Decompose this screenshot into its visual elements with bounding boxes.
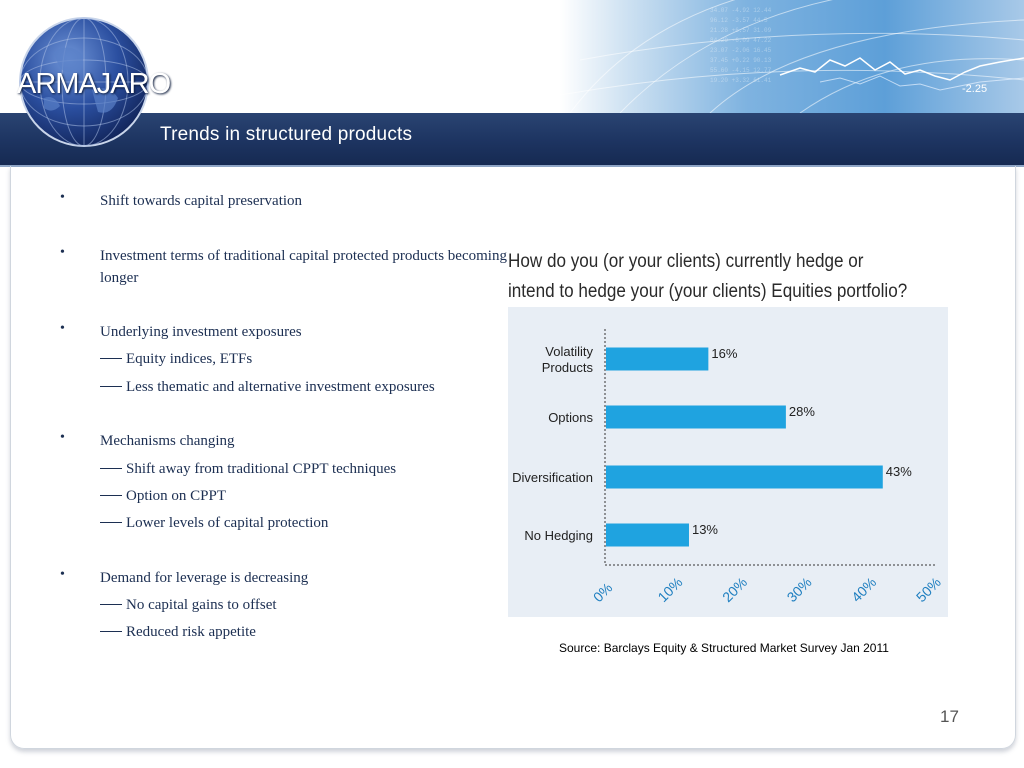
dash-marker <box>100 631 122 633</box>
sub-bullet-text: Equity indices, ETFs <box>126 351 253 367</box>
x-tick-label: 30% <box>784 574 815 605</box>
sub-bullet-item: Lower levels of capital protection <box>100 512 520 534</box>
sub-bullet-item: Less thematic and alternative investment… <box>100 376 520 398</box>
globe-logo-icon <box>19 17 149 147</box>
svg-text:96.12 -3.57 44.5: 96.12 -3.57 44.5 <box>710 17 768 24</box>
bullet-marker: • <box>60 567 65 582</box>
content-frame <box>10 166 1016 749</box>
data-label: 13% <box>692 522 718 537</box>
bar <box>606 347 709 371</box>
bullet-text: Mechanisms changing <box>100 433 235 449</box>
bullet-marker: • <box>60 430 65 445</box>
data-label: 28% <box>789 404 815 419</box>
bullet-text: Underlying investment exposures <box>100 324 302 340</box>
svg-text:84.29 -6.09 47.22: 84.29 -6.09 47.22 <box>710 37 772 44</box>
bullet-marker: • <box>60 190 65 205</box>
svg-text:19.20 +3.32 61.41: 19.20 +3.32 61.41 <box>710 77 772 84</box>
chart-panel: Volatility Products 16% Options 28% Diversifi… <box>508 307 948 617</box>
svg-text:21.28 +6.57 31.09: 21.28 +6.57 31.09 <box>710 27 772 34</box>
bar <box>606 405 786 429</box>
banner-number: -2.25 <box>962 83 987 95</box>
sub-bullet-item: Shift away from traditional CPPT techniq… <box>100 458 520 480</box>
company-logo-text: ARMAJARO <box>17 68 171 100</box>
dash-marker <box>100 358 122 360</box>
data-label: 16% <box>711 346 737 361</box>
bullet-text: Shift towards capital preservation <box>100 193 303 209</box>
bar <box>606 465 883 489</box>
x-tick-label: 20% <box>719 574 750 605</box>
data-label: 43% <box>886 464 912 479</box>
dash-marker <box>100 495 122 497</box>
x-tick-label: 10% <box>654 574 685 605</box>
x-tick-label: 0% <box>590 579 616 605</box>
sub-bullet-text: Lower levels of capital protection <box>126 515 329 531</box>
category-label: Options <box>548 410 593 425</box>
banner-graphic: 34.07 -4.92 12.44 96.12 -3.57 44.5 21.28… <box>560 0 1024 113</box>
svg-text:37.45 +0.22 90.13: 37.45 +0.22 90.13 <box>710 57 772 64</box>
category-label: Volatility Products <box>542 344 594 375</box>
sub-bullet-item: Reduced risk appetite <box>100 621 520 643</box>
dash-marker <box>100 386 122 388</box>
sub-bullet-text: Shift away from traditional CPPT techniq… <box>126 461 397 477</box>
x-tick-label: 40% <box>848 574 879 605</box>
dash-marker <box>100 604 122 606</box>
dash-marker <box>100 468 122 470</box>
bar <box>606 523 689 547</box>
category-label: No Hedging <box>524 528 593 543</box>
slide-title: Trends in structured products <box>160 124 413 145</box>
sub-bullet-text: Reduced risk appetite <box>126 624 256 640</box>
sub-bullet-text: No capital gains to offset <box>126 597 277 613</box>
sub-bullet-item: Equity indices, ETFs <box>100 348 520 370</box>
sub-bullet-item: No capital gains to offset <box>100 594 520 616</box>
sub-bullet-item: Option on CPPT <box>100 485 520 507</box>
bullet-marker: • <box>60 321 65 336</box>
title-bar <box>0 113 1024 167</box>
sub-bullet-text: Option on CPPT <box>126 488 227 504</box>
page-number: 17 <box>940 707 959 726</box>
x-tick-label: 50% <box>913 574 944 605</box>
svg-text:34.07 -4.92 12.44: 34.07 -4.92 12.44 <box>710 7 772 14</box>
bullet-marker: • <box>60 245 65 260</box>
dash-marker <box>100 522 122 524</box>
bullet-text: Investment terms of traditional capital … <box>100 248 507 286</box>
svg-text:23.07 -2.06 16.45: 23.07 -2.06 16.45 <box>710 47 772 54</box>
bullet-text: Demand for leverage is decreasing <box>100 570 309 586</box>
category-label: Diversification <box>512 470 593 485</box>
bar-chart: Volatility Products 16% Options 28% Diversifi… <box>512 329 944 605</box>
chart-title: How do you (or your clients) currently h… <box>508 251 908 302</box>
market-data-banner: 34.07 -4.92 12.44 96.12 -3.57 44.5 21.28… <box>560 0 1024 113</box>
sub-bullet-text: Less thematic and alternative investment… <box>126 379 435 395</box>
svg-text:55.60 -4.15 12.77: 55.60 -4.15 12.77 <box>710 67 772 74</box>
source-note: Source: Barclays Equity & Structured Mar… <box>559 641 889 655</box>
slide-header: 34.07 -4.92 12.44 96.12 -3.57 44.5 21.28… <box>0 0 1024 167</box>
